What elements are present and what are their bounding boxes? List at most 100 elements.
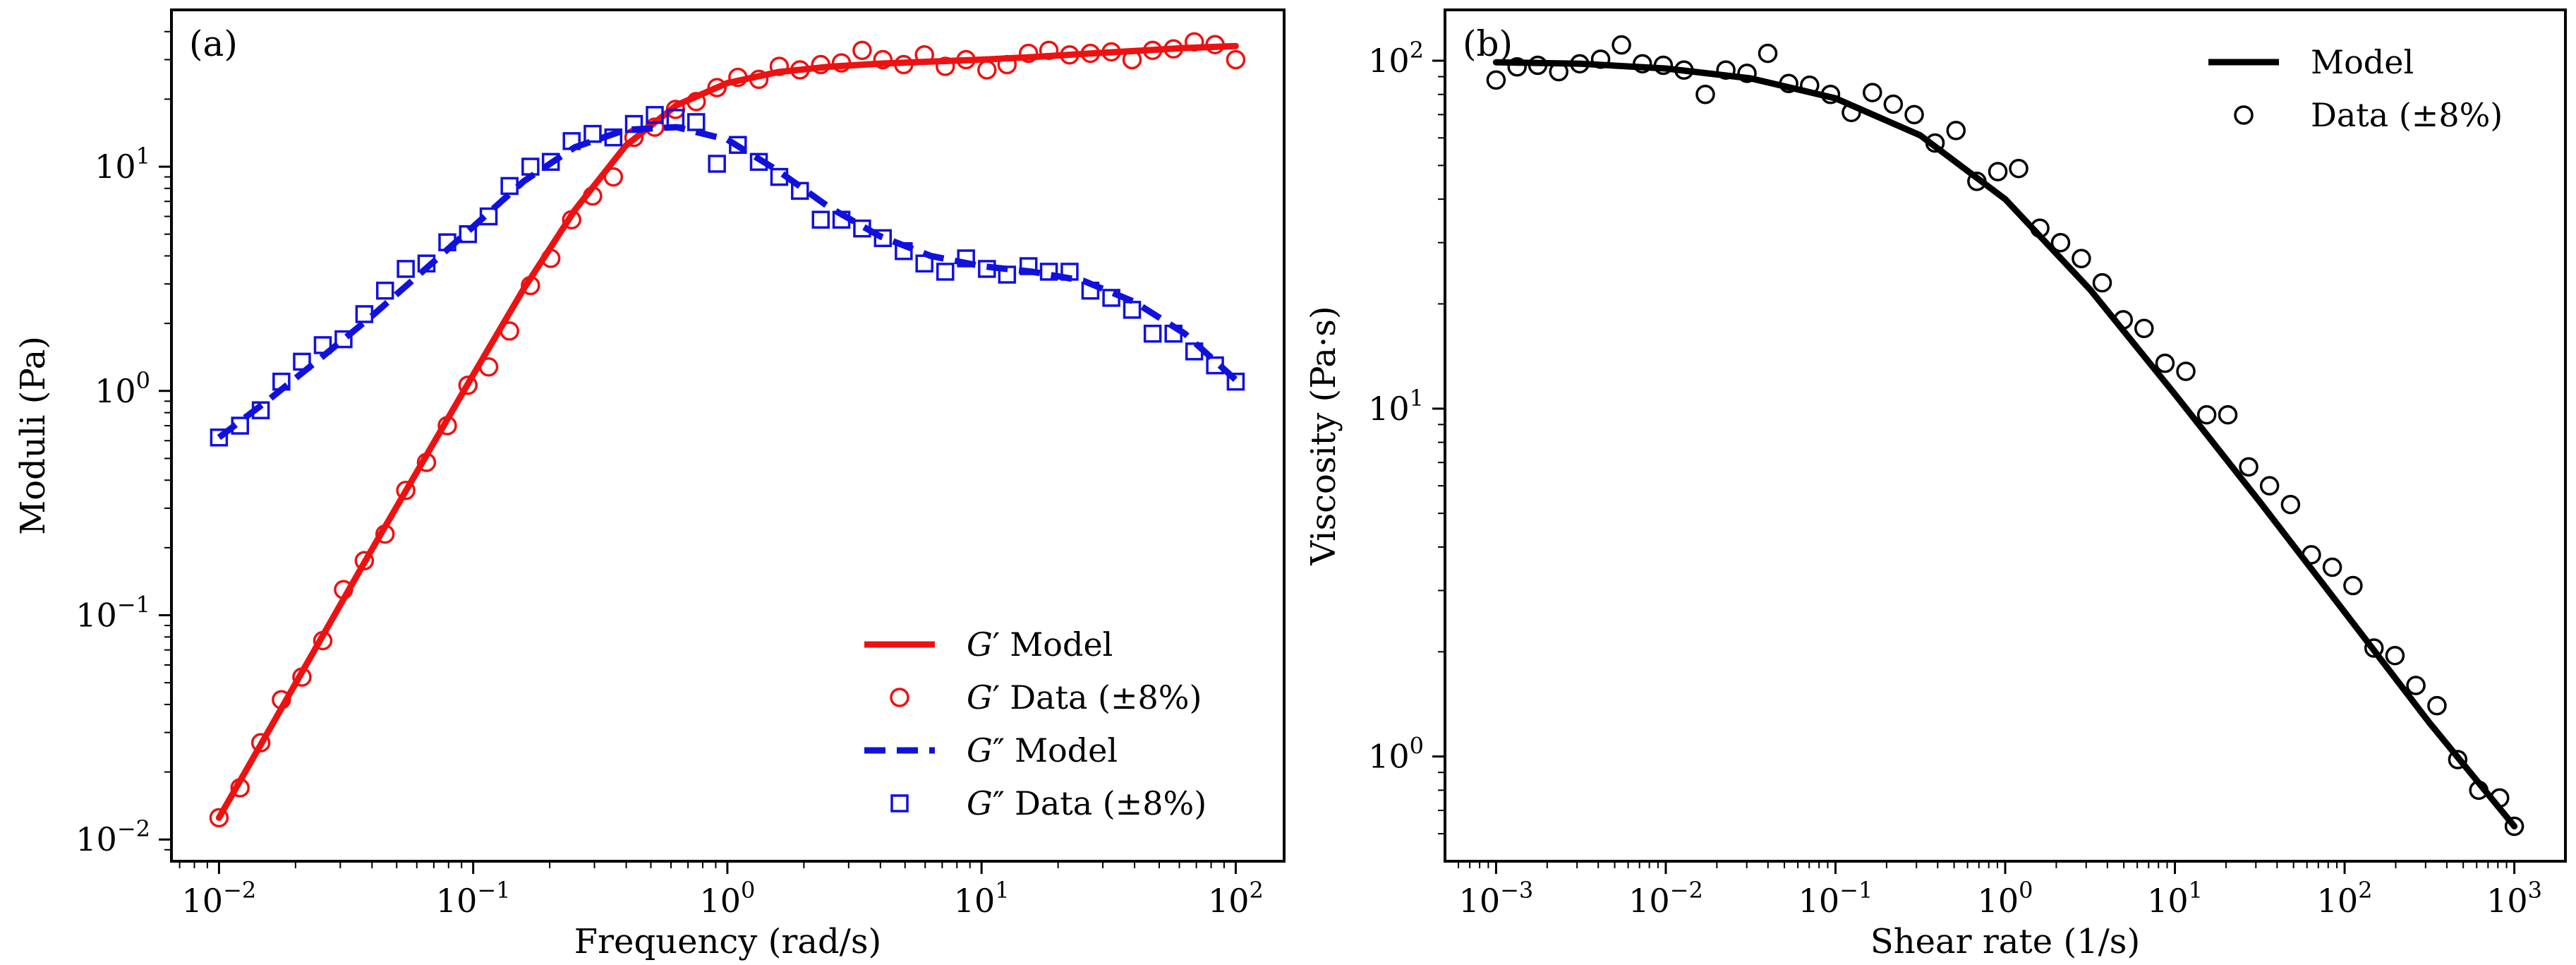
tick-base: 10 — [699, 882, 741, 920]
data-point — [1226, 372, 1245, 391]
data-point — [2427, 695, 2447, 716]
data-point — [852, 40, 872, 61]
tick-exponent: 2 — [2358, 877, 2372, 904]
data-point — [2030, 218, 2050, 239]
legend-item: Data (±8%) — [2234, 96, 2503, 134]
data-point — [1163, 39, 1183, 59]
series-g-prime-data — [209, 32, 1246, 828]
data-point — [250, 733, 271, 753]
data-point — [2448, 750, 2468, 769]
data-point — [1142, 40, 1163, 61]
data-point — [2113, 310, 2134, 330]
tick-base: 10 — [1978, 882, 2019, 920]
y-axis-label: Moduli (Pa) — [13, 336, 53, 535]
data-point — [1716, 60, 1736, 80]
data-point — [1695, 85, 1715, 104]
data-point — [2322, 557, 2342, 577]
data-point — [1143, 324, 1162, 343]
data-point — [521, 275, 540, 296]
data-point — [998, 265, 1017, 284]
data-point — [1611, 35, 1631, 55]
tick-base: 10 — [1208, 882, 1250, 920]
data-point — [293, 352, 311, 371]
data-point — [2239, 457, 2258, 477]
data-point — [1164, 324, 1183, 343]
data-point — [1967, 172, 1987, 191]
legend-label: G″ Data (±8%) — [967, 784, 1207, 822]
legend-text: Model — [1010, 625, 1113, 664]
legend-prime: ′ — [993, 678, 1000, 717]
data-point — [354, 551, 375, 571]
data-point — [832, 210, 851, 229]
data-point — [230, 778, 250, 798]
tick-exponent: 0 — [741, 877, 755, 904]
legend-symbol: G — [967, 731, 993, 769]
data-point — [1820, 85, 1841, 104]
data-point — [708, 155, 726, 173]
y-tick-label: 102 — [1368, 37, 1424, 80]
chart-panel-a: 10−2 10−1 100 101 10210−210−1100101(a)Freque… — [13, 8, 1286, 961]
plot-area — [1486, 35, 2524, 837]
tick-exponent: 1 — [995, 877, 1009, 904]
legend-item: G′ Data (±8%) — [890, 678, 1202, 717]
tick-exponent: 2 — [1250, 877, 1264, 904]
legend-text: Model — [1015, 731, 1118, 769]
y-tick-label: 101 — [1368, 385, 1424, 428]
model-line — [215, 42, 1239, 821]
data-point — [914, 45, 934, 65]
data-point — [769, 56, 790, 76]
data-point — [646, 106, 664, 124]
data-point — [478, 356, 499, 377]
data-point — [2504, 816, 2524, 837]
x-tick-label: 10−1 — [436, 877, 511, 920]
data-point — [1925, 133, 1945, 153]
tick-base: 10 — [95, 148, 136, 186]
data-point — [397, 260, 415, 278]
model-line — [217, 124, 1238, 440]
data-point — [2406, 676, 2426, 695]
data-point — [978, 260, 996, 278]
data-point — [624, 114, 643, 133]
legend-text: Data (±8%) — [1010, 678, 1202, 717]
data-point — [1060, 263, 1079, 281]
tick-base: 10 — [436, 882, 478, 920]
data-point — [686, 92, 706, 112]
data-point — [2134, 318, 2154, 339]
data-point — [313, 336, 332, 354]
data-point — [1039, 263, 1058, 281]
data-point — [1018, 43, 1039, 64]
legend-square-swatch — [890, 794, 909, 813]
data-point — [749, 69, 769, 90]
x-axis-label: Shear rate (1/s) — [1870, 922, 2140, 961]
data-point — [2218, 404, 2238, 425]
data-point — [1549, 61, 1568, 82]
tick-base: 10 — [1628, 882, 1670, 920]
tick-exponent: −1 — [1839, 877, 1873, 904]
data-point — [1758, 43, 1778, 64]
data-point — [416, 452, 437, 472]
data-point — [583, 124, 602, 143]
data-point — [1019, 257, 1038, 275]
data-point — [2072, 248, 2091, 268]
data-point — [583, 186, 603, 206]
tick-exponent: 0 — [1410, 733, 1424, 760]
data-point — [396, 481, 416, 501]
tick-exponent: −1 — [117, 591, 150, 618]
data-point — [1633, 54, 1652, 74]
tick-exponent: 3 — [2528, 877, 2542, 904]
data-point — [2009, 158, 2028, 179]
tick-base: 10 — [2317, 882, 2359, 920]
tick-base: 10 — [1459, 882, 1501, 920]
series-data — [1486, 35, 2524, 837]
data-point — [562, 132, 581, 150]
legend-prime: ′ — [993, 625, 1000, 664]
data-point — [500, 321, 519, 341]
legend-prime: ″ — [993, 784, 1005, 822]
y-tick-label: 100 — [1368, 733, 1424, 776]
tick-exponent: 1 — [1410, 385, 1424, 412]
data-point — [957, 249, 975, 268]
data-point — [2385, 645, 2405, 666]
data-point — [2343, 575, 2363, 596]
data-point — [1486, 70, 1506, 90]
data-point — [1206, 356, 1224, 375]
